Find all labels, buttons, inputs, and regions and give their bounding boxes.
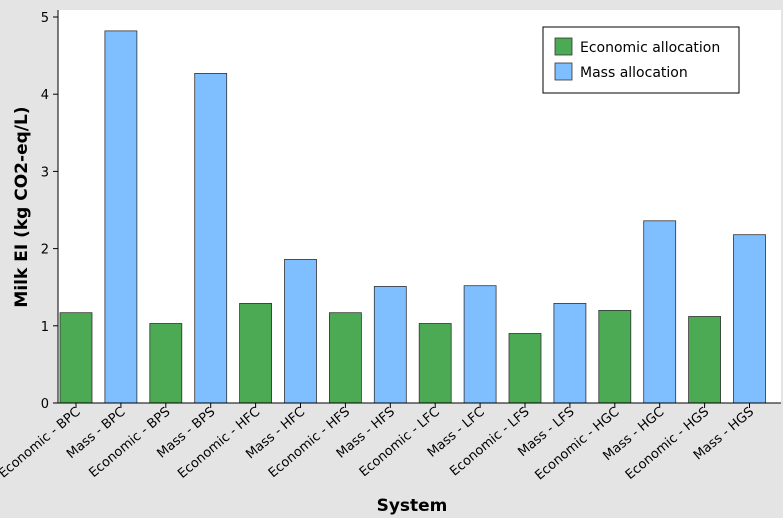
y-tick-label: 4 (41, 88, 49, 103)
y-tick-label: 0 (41, 397, 49, 412)
legend: Economic allocation Mass allocation (542, 26, 740, 94)
bar (373, 285, 407, 404)
y-tick-label: 5 (41, 11, 49, 26)
y-tick-label: 2 (41, 243, 49, 258)
bar (149, 323, 183, 404)
y-tick-label: 3 (41, 165, 49, 180)
bar (643, 220, 677, 404)
bar (508, 333, 542, 404)
x-tick-label: Economic - LFS (447, 405, 532, 480)
x-tick-label: Economic - LFC (357, 405, 443, 481)
bar (418, 323, 452, 404)
x-tick-label: Economic - HGS (623, 405, 712, 483)
y-axis-title: Milk EI (kg CO2-eq/L) (12, 106, 32, 307)
bar (239, 302, 273, 404)
bar (104, 30, 138, 404)
legend-label-economic: Economic allocation (580, 40, 720, 56)
legend-swatch-economic (554, 37, 573, 56)
bar (194, 73, 228, 404)
legend-label-mass: Mass allocation (580, 65, 688, 81)
x-tick-label: Economic - BPS (86, 405, 173, 481)
bar (688, 316, 721, 404)
legend-swatch-mass (554, 62, 573, 81)
bar (553, 302, 587, 404)
y-tick-label: 1 (41, 320, 49, 335)
x-tick-label: Economic - HGC (532, 405, 622, 484)
x-tick-label: Economic - BPC (0, 405, 84, 482)
bar (284, 258, 317, 404)
bar (463, 285, 497, 404)
bars-group (59, 30, 766, 404)
bar (328, 312, 362, 404)
x-tick-label: Economic - HFC (175, 405, 263, 482)
bar (598, 309, 632, 404)
legend-box (542, 26, 740, 94)
y-axis-ticks: 0 1 2 3 4 5 (41, 11, 58, 412)
bar (733, 234, 766, 404)
bar (59, 312, 93, 404)
x-tick-label: Economic - HFS (266, 405, 353, 482)
x-axis-title: System (377, 496, 448, 516)
